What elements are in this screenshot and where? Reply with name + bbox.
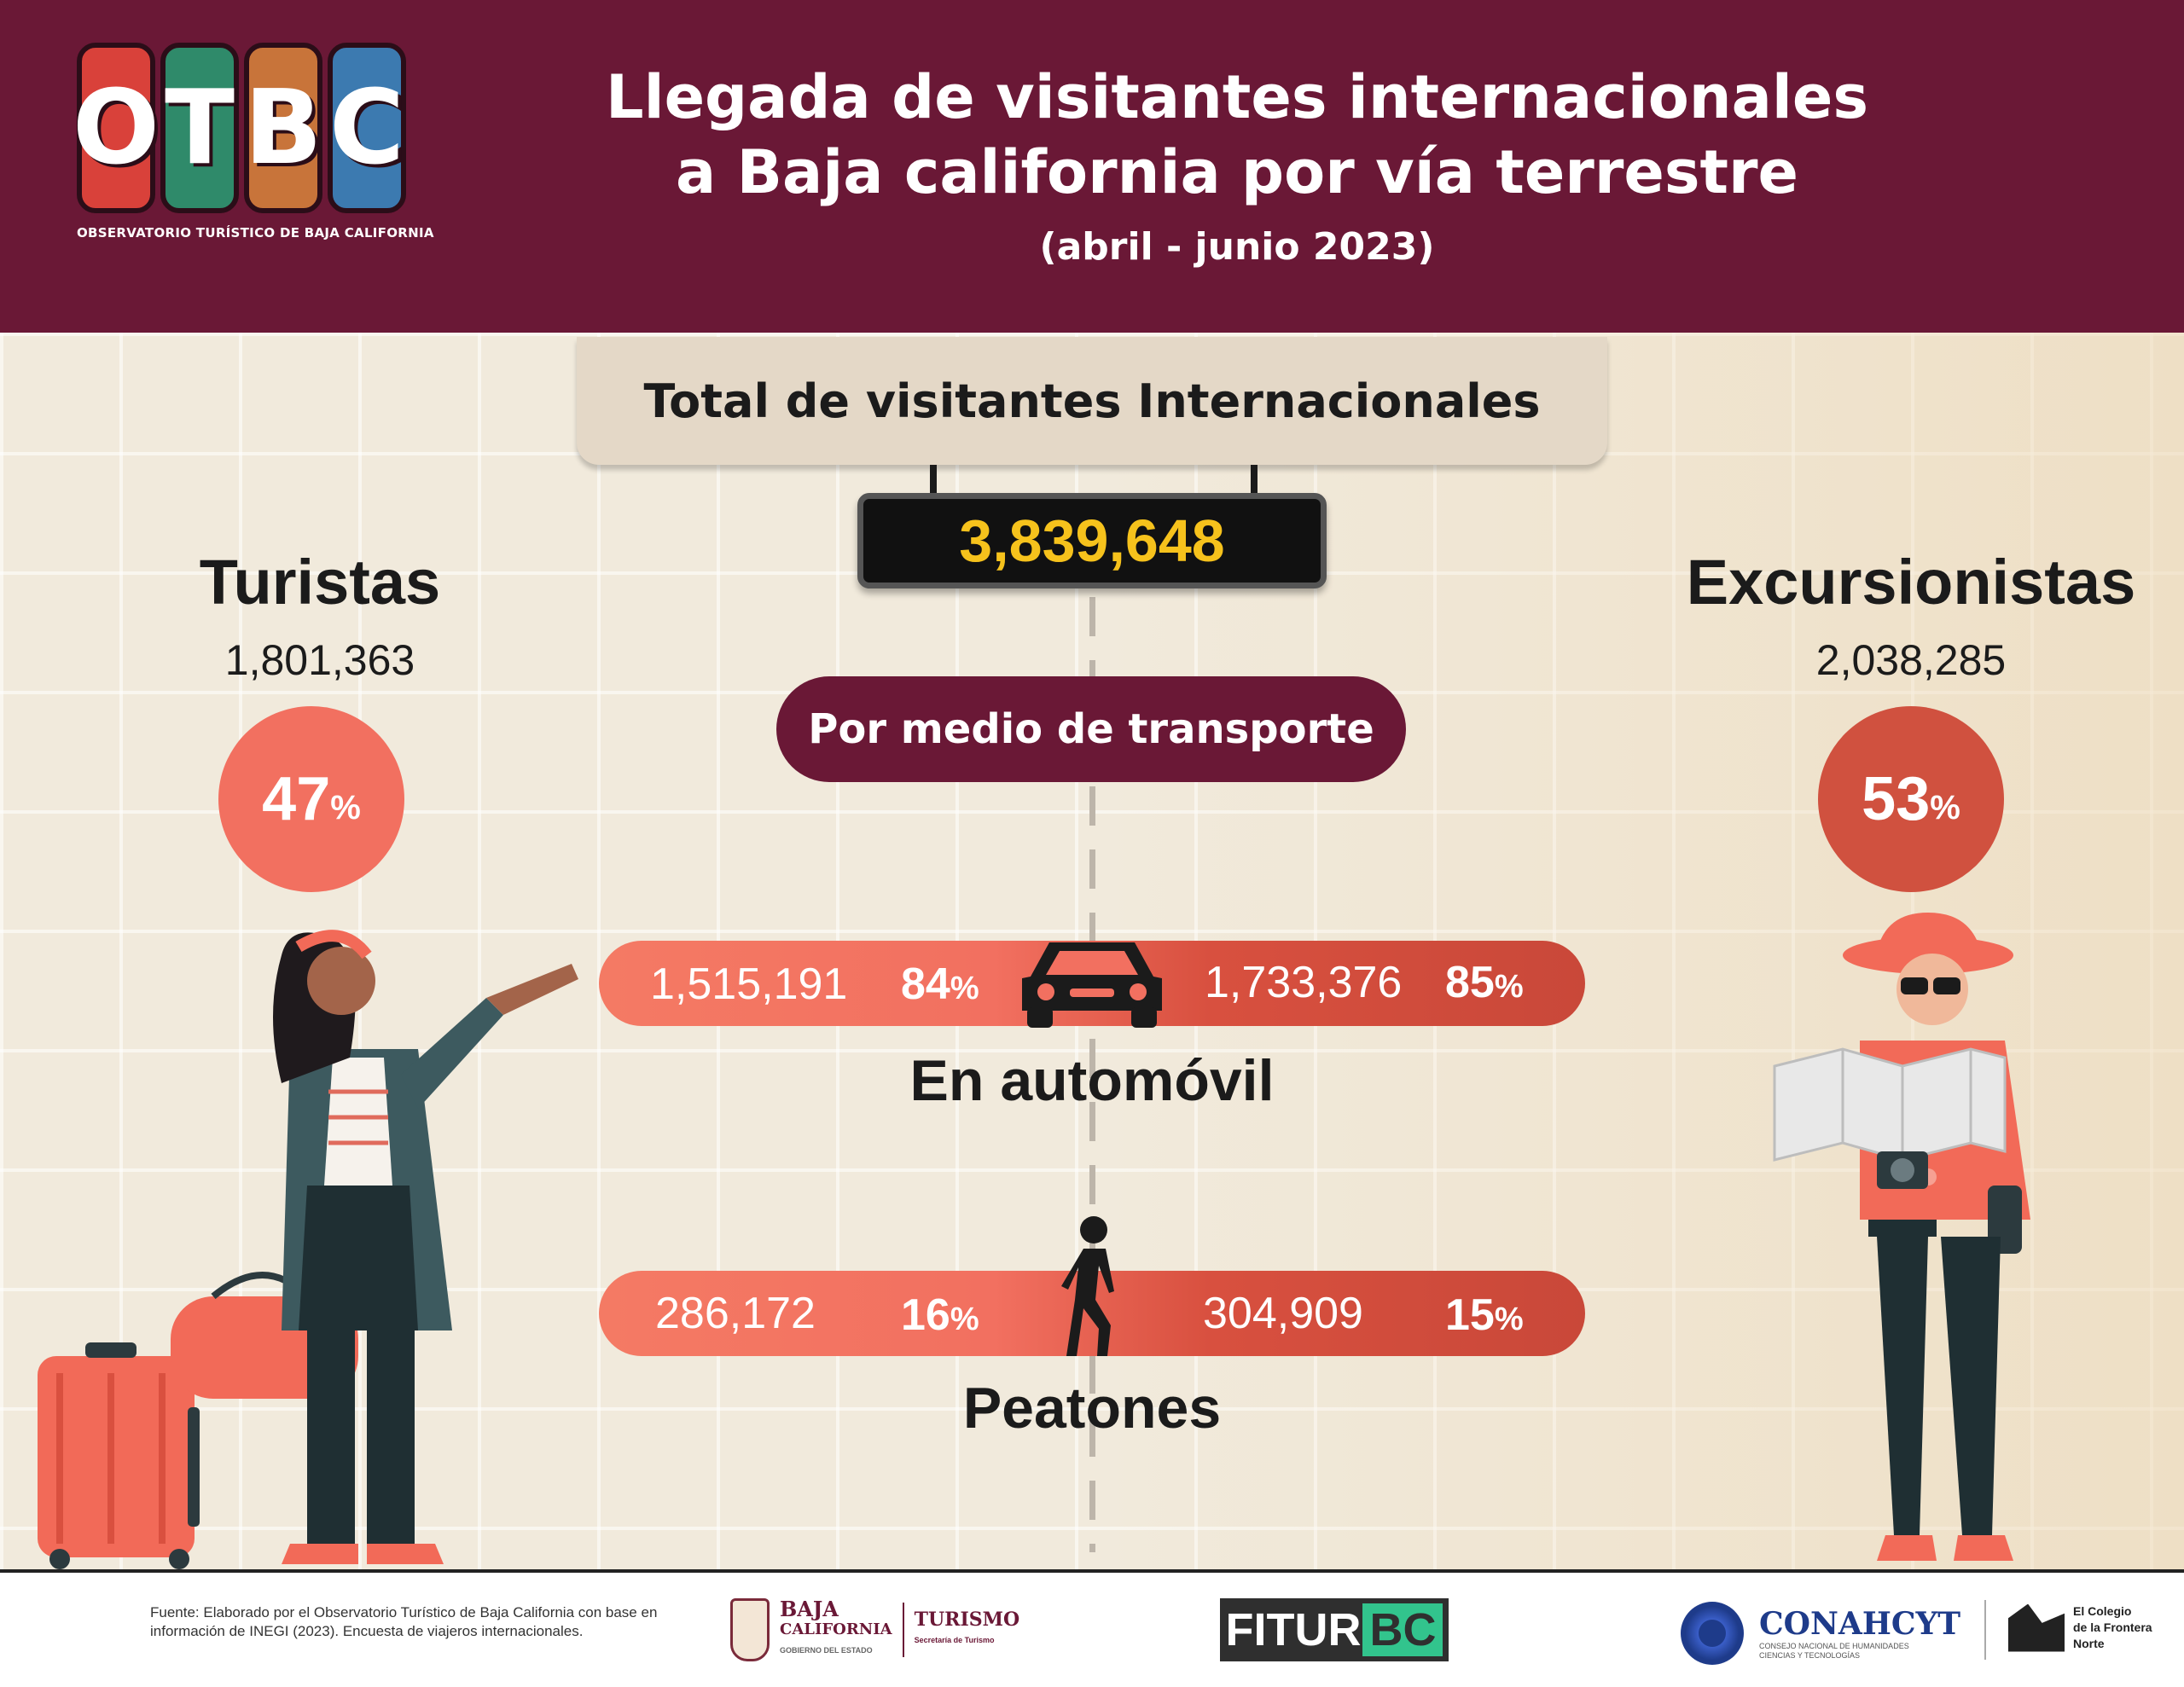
bc-turismo: TURISMO [914,1609,1020,1631]
automovil-label: En automóvil [909,1048,1275,1113]
logo-letter-t: T [160,43,239,213]
fitur-bc-text: BC [1362,1603,1443,1656]
bc-gov: GOBIERNO DEL ESTADO [780,1646,873,1655]
peatones-turistas-value: 286,172 [655,1289,816,1338]
excursionista-man-illustration [1773,913,2030,1561]
otbc-logo: O T B C OBSERVATORIO TURÍSTICO DE BAJA C… [73,43,434,247]
peatones-excursionistas-pct: 15% [1445,1290,1524,1340]
turistas-percent-circle: 47% [218,706,404,892]
total-label-sign: Total de visitantes Internacionales [577,337,1607,465]
bc-shield-icon [730,1598,770,1661]
logo-letters: O T B C [73,43,418,222]
turistas-title: Turistas [199,547,441,617]
automovil-excursionistas-pct: 85% [1445,958,1524,1007]
excursionistas-title: Excursionistas [1686,547,2136,617]
logo-letter-c: C [328,43,406,213]
center-divider [1089,597,1095,1552]
header-banner: O T B C OBSERVATORIO TURÍSTICO DE BAJA C… [0,0,2184,333]
excursionistas-percent: 53 [1862,765,1931,833]
conahcyt-logo: CONAHCYT CONSEJO NACIONAL DE HUMANIDADES… [1681,1602,1960,1665]
page-title-line1: Llegada de visitantes internacionales [605,62,1868,132]
colef-logo: El Colegio de la Frontera Norte [2008,1603,2152,1652]
fiturbc-logo: FITUR BC [1220,1598,1449,1661]
colef-line2: de la Frontera [2073,1620,2152,1634]
logo-letter-o: O [73,43,160,213]
sign-hanger-left [930,465,937,496]
colef-mountain-icon [2008,1603,2065,1652]
bc-name-1: BAJA [780,1597,839,1621]
excursionistas-percent-sign: % [1930,788,1960,826]
bc-secretaria: Secretaría de Turismo [914,1636,995,1644]
sign-hanger-right [1251,465,1258,496]
total-value-display: 3,839,648 [857,493,1327,588]
page-title-line2: a Baja california por vía terrestre [676,137,1798,207]
automovil-excursionistas-value: 1,733,376 [1205,958,1403,1007]
peatones-label: Peatones [962,1376,1222,1441]
turista-woman-illustration [38,930,578,1569]
period-subtitle: (abril - junio 2023) [1039,225,1435,269]
conahcyt-globe-icon [1681,1602,1744,1665]
colef-line3: Norte [2073,1637,2105,1650]
colef-line1: El Colegio [2073,1604,2132,1618]
automovil-turistas-value: 1,515,191 [650,959,848,1009]
turistas-percent-sign: % [330,788,361,826]
conahcyt-name: CONAHCYT [1759,1606,1961,1642]
conahcyt-subtitle: CONSEJO NACIONAL DE HUMANIDADES CIENCIAS… [1759,1642,1909,1660]
footer: Fuente: Elaborado por el Observatorio Tu… [0,1569,2184,1687]
title-block: Llegada de visitantes internacionales a … [512,60,1962,269]
source-note: Fuente: Elaborado por el Observatorio Tu… [150,1604,658,1639]
excursionistas-percent-circle: 53% [1818,706,2004,892]
pedestrian-icon [1061,1216,1114,1356]
logo-separator [1984,1600,1986,1660]
car-icon [1022,942,1162,1028]
logo-letter-b: B [244,43,322,213]
transport-heading: Por medio de transporte [776,676,1406,782]
peatones-excursionistas-value: 304,909 [1203,1289,1363,1338]
automovil-turistas-pct: 84% [901,959,979,1009]
fitur-text: FITUR [1225,1604,1362,1655]
peatones-turistas-pct: 16% [901,1290,979,1340]
bc-name-2: CALIFORNIA [780,1620,892,1638]
baja-california-turismo-logo: BAJA CALIFORNIA GOBIERNO DEL ESTADO TURI… [730,1598,1019,1661]
excursionistas-count: 2,038,285 [1815,636,2007,684]
logo-subtitle: OBSERVATORIO TURÍSTICO DE BAJA CALIFORNI… [77,225,434,241]
turistas-count: 1,801,363 [224,636,415,684]
turistas-percent: 47 [262,765,331,833]
bc-separator [902,1603,904,1657]
